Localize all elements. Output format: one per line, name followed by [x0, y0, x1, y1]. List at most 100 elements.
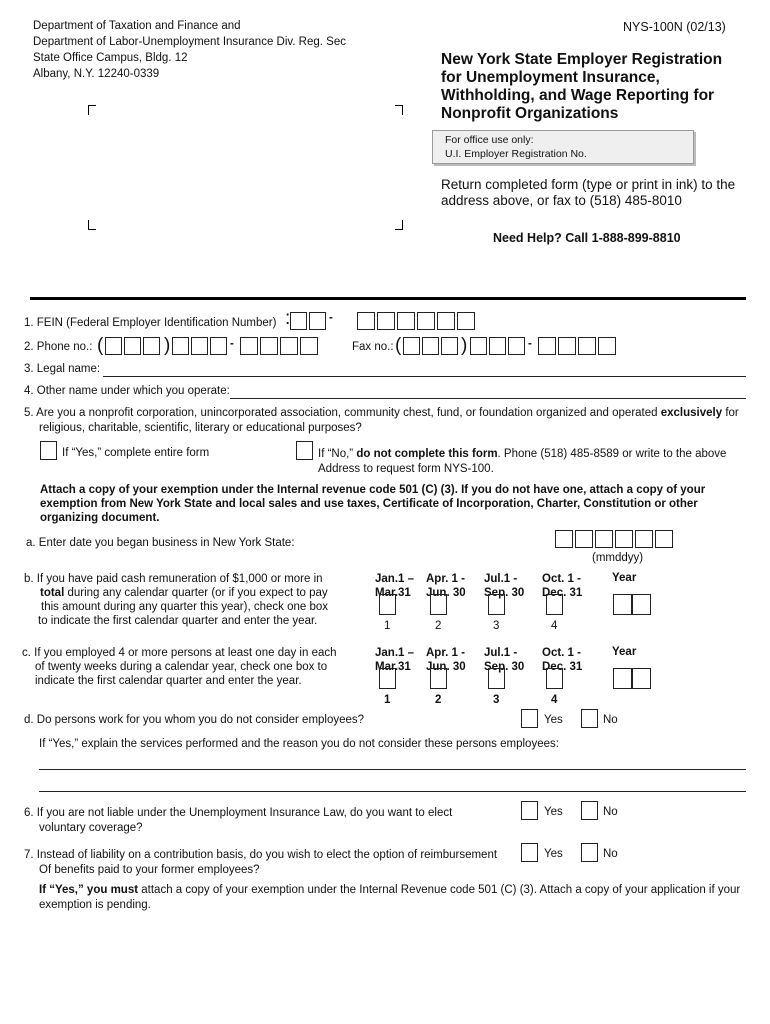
fein-digit-box[interactable]	[417, 312, 435, 330]
phone-digit-box[interactable]	[210, 337, 227, 355]
phone-digit-box[interactable]	[105, 337, 122, 355]
q6-yes-checkbox[interactable]	[521, 801, 538, 820]
fein-digit-box[interactable]	[290, 312, 307, 330]
qb-quarter-1-checkbox[interactable]	[379, 594, 396, 615]
qb-quarter-4-checkbox[interactable]	[546, 594, 563, 615]
paren: (	[97, 335, 104, 356]
q5-no-text: . Phone (518) 485-8589 or write to the a…	[497, 448, 727, 460]
q6-line: 6. If you are not liable under the Unemp…	[24, 807, 453, 819]
qc-year-digit-box[interactable]	[632, 668, 651, 689]
fein-digit-box[interactable]	[457, 312, 475, 330]
quarter-number: 2	[435, 620, 442, 632]
qb-year-digit-box[interactable]	[613, 594, 632, 615]
qc-line: of twenty weeks during a calendar year, …	[35, 661, 328, 673]
fax-digit-box[interactable]	[578, 337, 596, 355]
phone-digit-box[interactable]	[143, 337, 160, 355]
fax-digit-box[interactable]	[470, 337, 487, 355]
q7-no-checkbox[interactable]	[581, 843, 598, 862]
date-digit-box[interactable]	[555, 530, 573, 548]
fax-digit-box[interactable]	[508, 337, 525, 355]
qb-line: b. If you have paid cash remuneration of…	[24, 573, 323, 585]
quarter-number: 2	[435, 694, 442, 706]
fax-digit-box[interactable]	[489, 337, 506, 355]
office-use-label: For office use only:	[445, 134, 534, 146]
quarter-number: 4	[551, 694, 558, 706]
phone-digit-box[interactable]	[191, 337, 208, 355]
qc-quarter-1-checkbox[interactable]	[379, 668, 396, 689]
fein-digit-box[interactable]	[309, 312, 326, 330]
fax-digit-box[interactable]	[538, 337, 556, 355]
phone-digit-box[interactable]	[260, 337, 278, 355]
q5-no-bold: do not complete this form	[356, 448, 498, 460]
ui-registration-number-label: U.I. Employer Registration No.	[445, 148, 587, 160]
form-title: New York State Employer Registration for…	[441, 51, 722, 123]
qd-no-checkbox[interactable]	[581, 709, 598, 728]
yes-label: Yes	[544, 806, 563, 818]
explain-field-line[interactable]	[39, 791, 746, 792]
explain-field-line[interactable]	[39, 769, 746, 770]
phone-digit-box[interactable]	[172, 337, 189, 355]
q7-line: Of benefits paid to your former employee…	[39, 864, 260, 876]
q5-no-checkbox[interactable]	[296, 441, 313, 460]
fein-label: 1. FEIN (Federal Employer Identification…	[24, 317, 277, 329]
phone-digit-box[interactable]	[124, 337, 141, 355]
title-line: for Unemployment Insurance,	[441, 69, 660, 86]
no-label: No	[603, 714, 618, 726]
qb-quarter-2-checkbox[interactable]	[430, 594, 447, 615]
qb-quarter-header: Oct. 1 - Dec. 31	[542, 572, 582, 600]
qc-quarter-3-checkbox[interactable]	[488, 668, 505, 689]
fein-digit-box[interactable]	[357, 312, 375, 330]
q6-line: voluntary coverage?	[39, 822, 143, 834]
qb-quarter-3-checkbox[interactable]	[488, 594, 505, 615]
qc-year-digit-box[interactable]	[613, 668, 632, 689]
legal-name-field[interactable]	[103, 376, 746, 377]
phone-digit-box[interactable]	[240, 337, 258, 355]
address-line: State Office Campus, Bldg. 12	[33, 52, 188, 64]
qc-quarter-header: Apr. 1 - Jun. 30	[426, 646, 466, 674]
qc-quarter-2-checkbox[interactable]	[430, 668, 447, 689]
q7-yes-checkbox[interactable]	[521, 843, 538, 862]
q5-question: 5. Are you a nonprofit corporation, unin…	[24, 406, 739, 436]
year-label: Year	[612, 646, 637, 658]
quarter-end: Mar.31	[375, 661, 411, 673]
phone-digit-box[interactable]	[300, 337, 318, 355]
date-digit-box[interactable]	[575, 530, 593, 548]
q5-yes-checkbox[interactable]	[40, 441, 57, 460]
qb-question: b. If you have paid cash remuneration of…	[24, 572, 328, 628]
yes-label: Yes	[544, 848, 563, 860]
help-phone: Need Help? Call 1-888-899-8810	[493, 231, 681, 245]
quarter-end: Jun. 30	[426, 661, 466, 673]
fein-digit-box[interactable]	[437, 312, 455, 330]
date-digit-box[interactable]	[595, 530, 613, 548]
fax-label: Fax no.:	[352, 341, 394, 353]
fax-digit-box[interactable]	[558, 337, 576, 355]
title-line: Nonprofit Organizations	[441, 105, 619, 122]
q5-text: religious, charitable, scientific, liter…	[39, 422, 362, 434]
quarter-end: Dec. 31	[542, 587, 583, 599]
fax-digit-box[interactable]	[403, 337, 420, 355]
quarter-number: 1	[384, 694, 391, 706]
fax-digit-box[interactable]	[422, 337, 439, 355]
attach-line: Attach a copy of your exemption under th…	[40, 484, 706, 496]
fax-digit-box[interactable]	[598, 337, 616, 355]
title-line: Withholding, and Wage Reporting for	[441, 87, 715, 104]
fein-digit-box[interactable]	[377, 312, 395, 330]
quarter-start: Jan.1 –	[375, 647, 414, 659]
qb-year-digit-box[interactable]	[632, 594, 651, 615]
phone-digit-box[interactable]	[280, 337, 298, 355]
qd-yes-checkbox[interactable]	[521, 709, 538, 728]
fax-digit-box[interactable]	[441, 337, 458, 355]
date-digit-box[interactable]	[615, 530, 633, 548]
q6-no-checkbox[interactable]	[581, 801, 598, 820]
date-digit-box[interactable]	[655, 530, 673, 548]
fein-digit-box[interactable]	[397, 312, 415, 330]
qc-line: c. If you employed 4 or more persons at …	[22, 647, 337, 659]
date-format-hint: (mmddyy)	[592, 552, 644, 564]
other-name-field[interactable]	[230, 398, 746, 399]
date-digit-box[interactable]	[635, 530, 653, 548]
return-instructions: Return completed form (type or print in …	[441, 177, 735, 209]
agency-address: Department of Taxation and Finance and D…	[33, 18, 346, 82]
quarter-end: Dec. 31	[542, 661, 583, 673]
attach-line: exemption from New York State and local …	[40, 498, 698, 510]
qc-quarter-4-checkbox[interactable]	[546, 668, 563, 689]
